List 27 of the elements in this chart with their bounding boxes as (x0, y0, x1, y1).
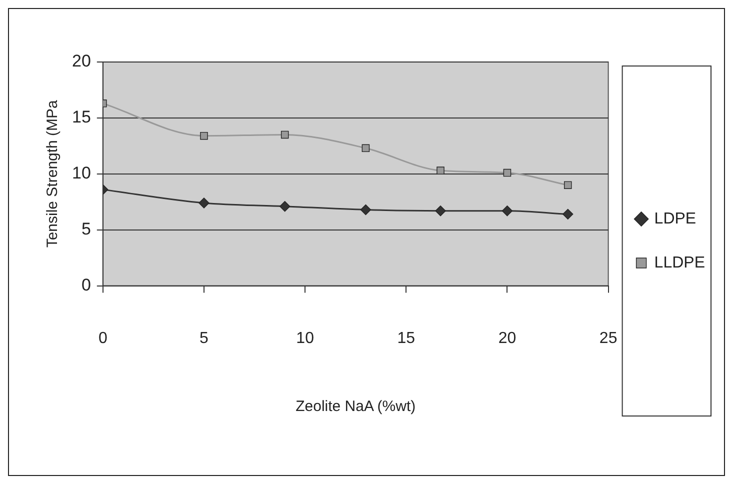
point (503, 168, 512, 177)
point (436, 166, 444, 174)
x-tick-label: 20 (498, 330, 516, 347)
point (502, 205, 513, 216)
y-tick-label: 0 (81, 275, 91, 294)
point (280, 201, 290, 212)
point (198, 198, 210, 208)
x-tick-label: 10 (296, 330, 314, 347)
point (562, 208, 574, 220)
y-tick-label: 5 (81, 220, 91, 239)
point (360, 204, 372, 216)
y-tick-label: 10 (72, 164, 91, 183)
point (362, 144, 370, 152)
x-tick-label: 0 (98, 330, 108, 347)
point (564, 181, 572, 189)
x-tick-label: 5 (200, 330, 209, 347)
y-axis-title: Tensile Strength (MPa (44, 99, 62, 248)
x-tick-label: 25 (599, 330, 618, 347)
x-axis-title: Zeolite NaA (%wt) (296, 398, 416, 416)
point (435, 205, 446, 216)
legend-label: LDPE (654, 210, 696, 228)
y-tick-label: 15 (72, 108, 91, 127)
y-tick-label: 20 (72, 52, 91, 71)
point (280, 130, 289, 139)
x-tick-label: 15 (397, 330, 416, 347)
legend-label: LLDPE (654, 254, 706, 272)
point (200, 132, 208, 140)
